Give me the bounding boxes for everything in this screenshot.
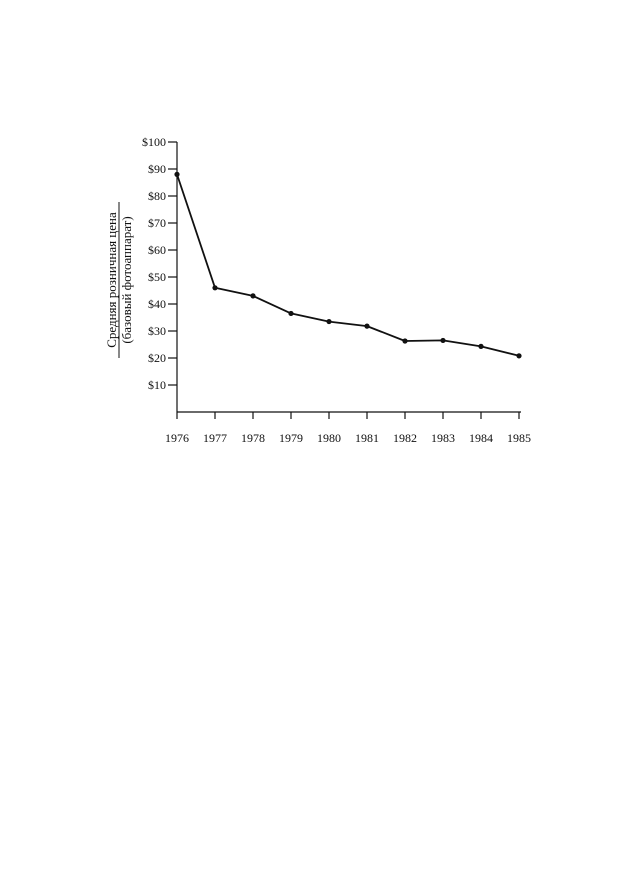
x-tick-label: 1981 [355, 431, 379, 445]
chart-axes [176, 142, 521, 413]
y-axis-title-line2: (базовый фотоаппарат) [119, 216, 134, 343]
x-tick-label: 1978 [241, 431, 265, 445]
series-group [174, 171, 522, 359]
x-tick-label: 1979 [279, 431, 303, 445]
data-point [364, 323, 370, 329]
x-ticks: 1976 1977 1978 1979 1980 1981 1982 1983 1984 1985 [165, 412, 531, 445]
y-axis-title-line1: Средняя розничная цена [104, 212, 119, 348]
x-tick-label: 1984 [469, 431, 493, 445]
x-tick-label: 1985 [507, 431, 531, 445]
y-tick-label: $90 [148, 162, 166, 176]
series-line [176, 174, 520, 357]
y-tick-label: $50 [148, 270, 166, 284]
data-point [288, 310, 294, 317]
data-point [478, 343, 484, 349]
data-point [326, 318, 332, 325]
y-axis-title: Средняя розничная цена (базовый фотоаппа… [104, 202, 134, 358]
y-ticks: $10 $20 $30 $40 $50 $60 $70 $80 $90 $100 [142, 135, 177, 392]
x-tick-label: 1980 [317, 431, 341, 445]
x-tick-label: 1977 [203, 431, 227, 445]
y-tick-label: $10 [148, 378, 166, 392]
data-point [174, 171, 180, 177]
data-point [402, 338, 408, 344]
data-point [212, 285, 218, 291]
y-tick-label: $80 [148, 189, 166, 203]
y-tick-label: $40 [148, 297, 166, 311]
y-tick-label: $70 [148, 216, 166, 230]
x-tick-label: 1976 [165, 431, 189, 445]
y-tick-label: $20 [148, 351, 166, 365]
x-tick-label: 1982 [393, 431, 417, 445]
data-point [516, 353, 522, 359]
y-tick-label: $30 [148, 324, 166, 338]
data-point [250, 293, 256, 299]
x-tick-label: 1983 [431, 431, 455, 445]
y-tick-label: $60 [148, 243, 166, 257]
y-tick-label: $100 [142, 135, 166, 149]
data-point [440, 337, 446, 344]
